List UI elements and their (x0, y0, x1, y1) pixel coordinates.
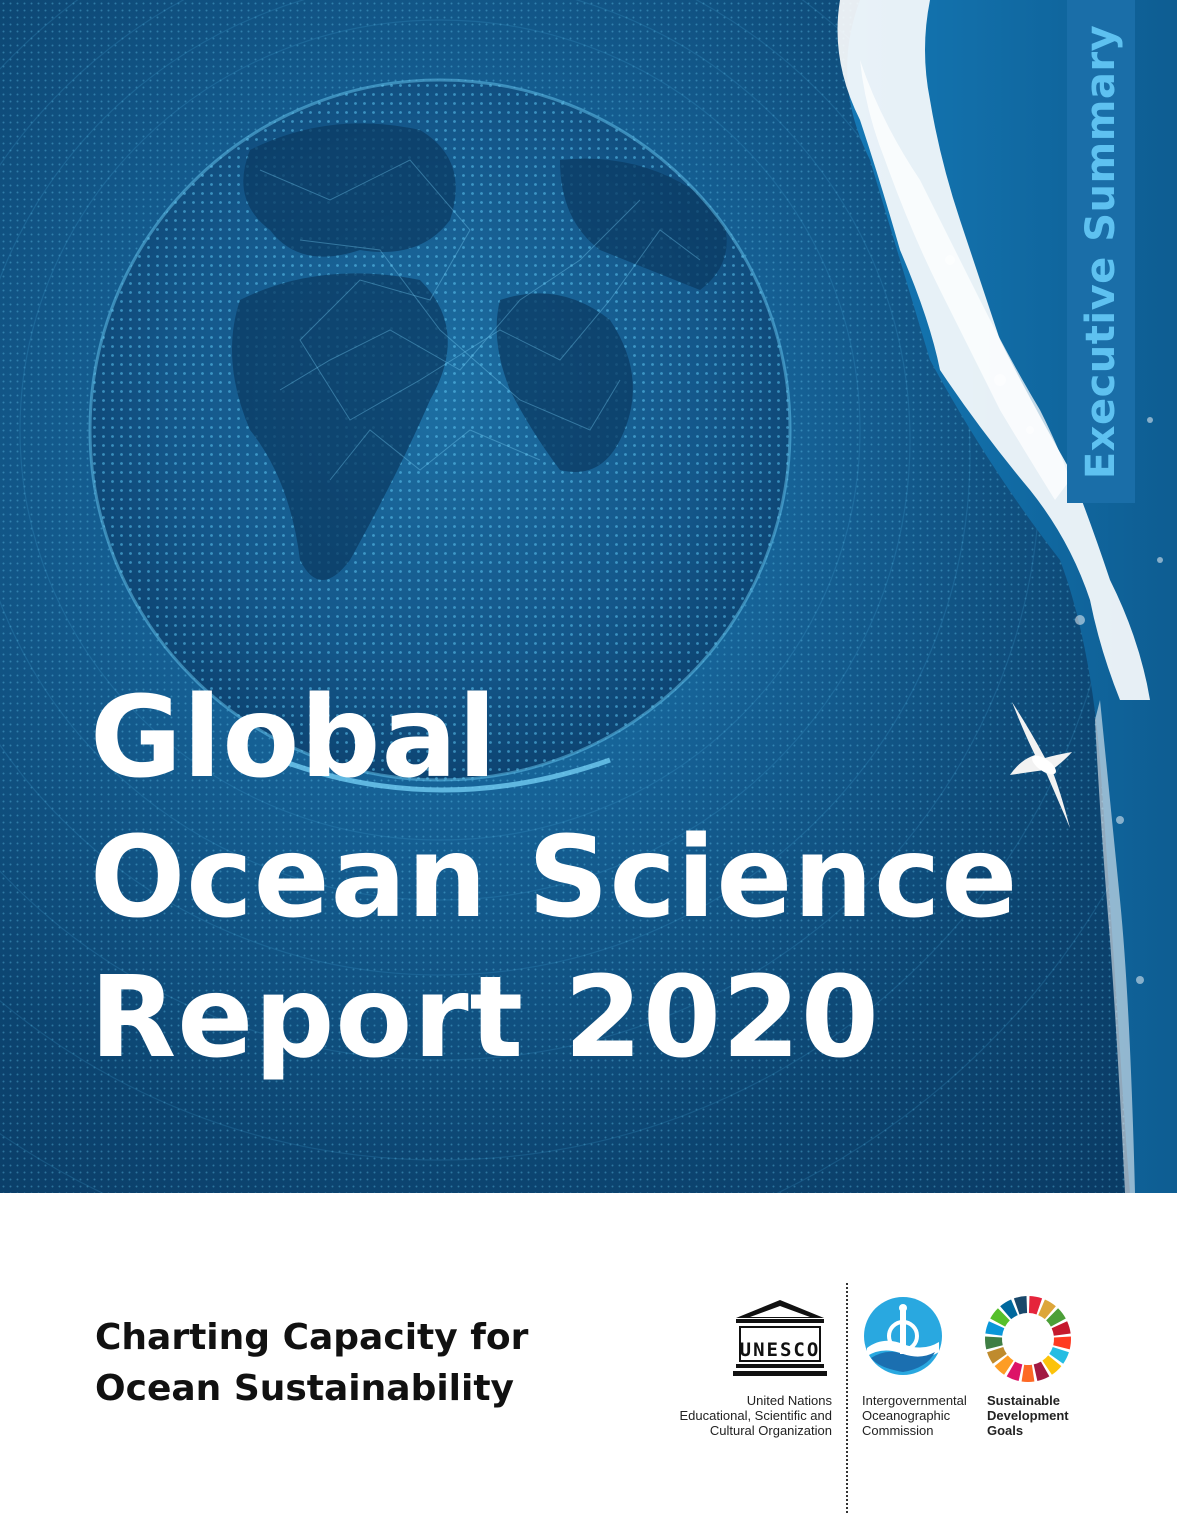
sdg-wheel-segment (1033, 1361, 1050, 1381)
sdg-wheel-segment (1028, 1296, 1043, 1315)
sdg-wheel-segment (990, 1308, 1010, 1327)
unesco-logo: UNESCO United Nations Educational, Scien… (640, 1292, 835, 1442)
sdg-caption-line: Sustainable (987, 1393, 1060, 1408)
sdg-wheel-segment (985, 1336, 1003, 1350)
report-subtitle: Charting Capacity for Ocean Sustainabili… (95, 1312, 528, 1414)
side-tab-label: Executive Summary (1078, 24, 1124, 479)
unesco-temple-icon: UNESCO (733, 1300, 827, 1376)
sdg-wheel-segment (1053, 1336, 1071, 1350)
report-title: Global Ocean Science Report 2020 (90, 668, 1018, 1088)
ioc-caption-line: Oceanographic (862, 1408, 951, 1423)
sdg-caption: Sustainable Development Goals (987, 1393, 1069, 1438)
sdg-caption-line: Goals (987, 1423, 1024, 1438)
seagull-icon (1010, 702, 1072, 828)
unesco-caption-line: United Nations (746, 1393, 832, 1408)
unesco-caption-line: Cultural Organization (709, 1423, 832, 1438)
report-subtitle-line: Ocean Sustainability (95, 1368, 515, 1409)
unesco-caption: United Nations Educational, Scientific a… (680, 1393, 832, 1438)
sdg-wheel-segment (985, 1321, 1005, 1336)
sdg-wheel-segment (994, 1355, 1014, 1375)
sdg-wheel-segment (1042, 1355, 1062, 1375)
report-title-line: Global (90, 673, 498, 803)
sdg-wheel-segment (1038, 1299, 1056, 1320)
side-tab: Executive Summary (1067, 0, 1135, 503)
logo-divider (846, 1283, 848, 1513)
ioc-logo: Intergovernmental Oceanographic Commissi… (858, 1292, 983, 1442)
sdg-wheel-segment (1051, 1321, 1071, 1336)
sdg-wheel-segment (1046, 1308, 1066, 1327)
report-subtitle-line: Charting Capacity for (95, 1317, 529, 1358)
unesco-caption-line: Educational, Scientific and (679, 1408, 832, 1423)
ocean-globe-illustration (0, 0, 1177, 1193)
report-title-line: Report 2020 (90, 953, 880, 1083)
cover-hero-image: Executive Summary Global Ocean Science R… (0, 0, 1177, 1193)
sdg-wheel-segment (1006, 1361, 1023, 1381)
ioc-caption-line: Commission (862, 1423, 934, 1438)
sdg-wheel-segment (1013, 1296, 1028, 1315)
sdg-wheel-segment (1049, 1346, 1069, 1364)
sdg-wheel-segment (1021, 1364, 1035, 1382)
sdg-wheel-segment (1000, 1299, 1018, 1320)
ioc-caption: Intergovernmental Oceanographic Commissi… (862, 1393, 967, 1438)
report-title-line: Ocean Science (90, 813, 1019, 943)
ioc-caption-line: Intergovernmental (862, 1393, 967, 1408)
unesco-wordmark: UNESCO (740, 1339, 821, 1361)
sdg-logo: Sustainable Development Goals (980, 1292, 1090, 1442)
sdg-wheel-icon (985, 1296, 1071, 1382)
sdg-caption-line: Development (987, 1408, 1069, 1423)
sdg-wheel-segment (987, 1346, 1007, 1364)
ioc-emblem-icon (864, 1297, 942, 1375)
